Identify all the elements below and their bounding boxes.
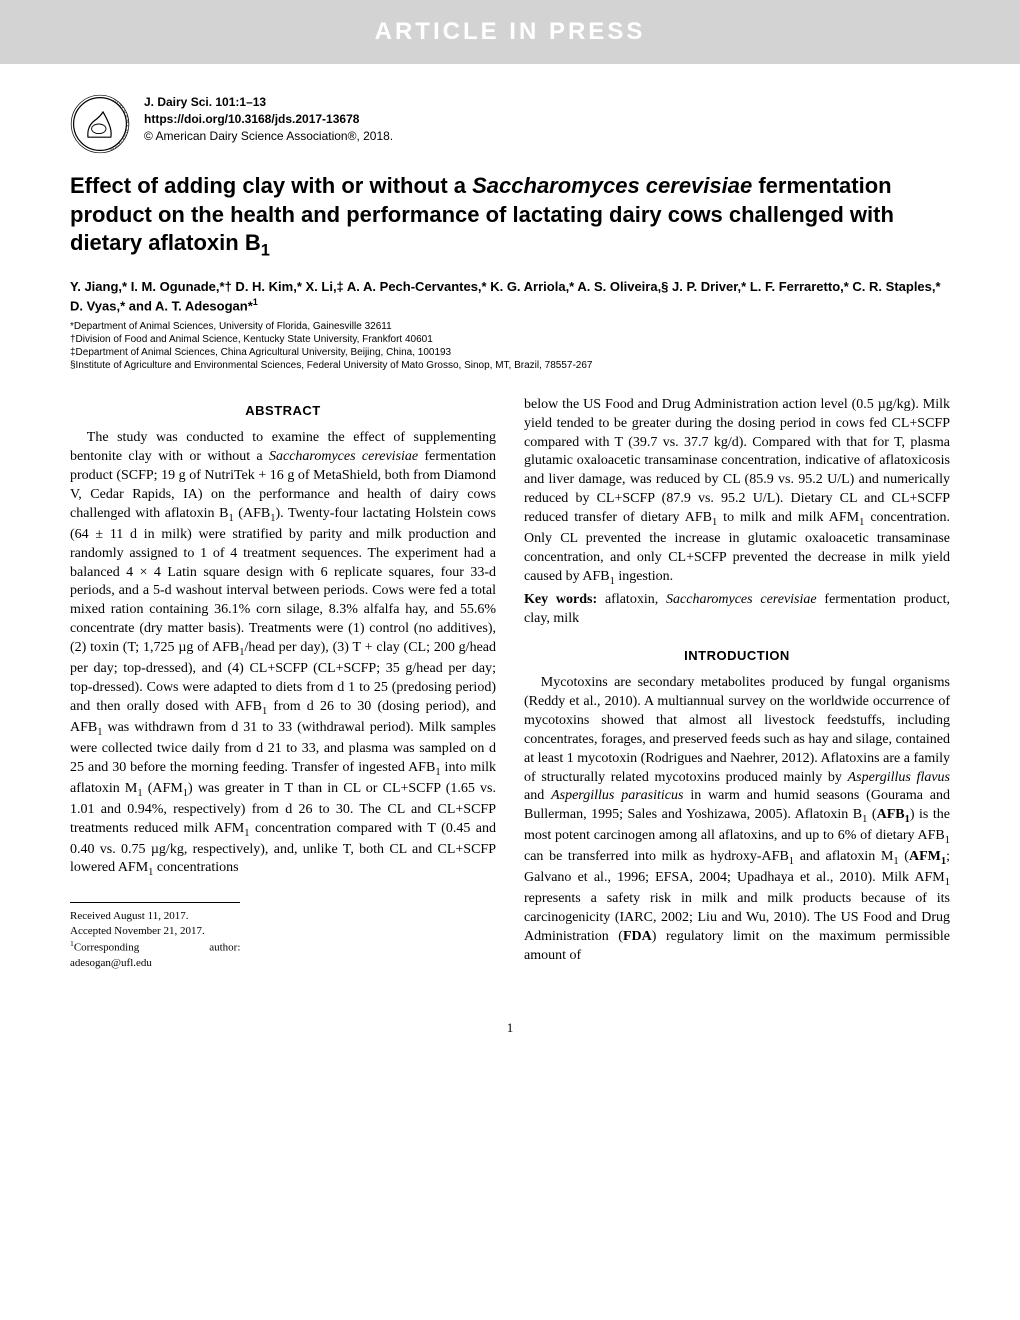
introduction-text: Mycotoxins are secondary metabolites pro… xyxy=(524,674,950,966)
affiliations-block: *Department of Animal Sciences, Universi… xyxy=(70,320,950,372)
article-in-press-banner: ARTICLE IN PRESS xyxy=(0,0,1020,64)
author-list: Y. Jiang,* I. M. Ogunade,*† D. H. Kim,* … xyxy=(70,278,950,316)
accepted-date: Accepted November 21, 2017. xyxy=(70,924,240,939)
affiliation-line: †Division of Food and Animal Science, Ke… xyxy=(70,333,950,346)
footnotes-block: Received August 11, 2017. Accepted Novem… xyxy=(70,902,240,970)
keywords-label: Key words: xyxy=(524,592,597,607)
copyright-text: © American Dairy Science Association®, 2… xyxy=(144,128,393,145)
introduction-heading: INTRODUCTION xyxy=(524,647,950,665)
left-column: ABSTRACT The study was conducted to exam… xyxy=(70,396,496,971)
doi-link[interactable]: https://doi.org/10.3168/jds.2017-13678 xyxy=(144,111,393,128)
abstract-cont-paragraph: below the US Food and Drug Administratio… xyxy=(524,396,950,589)
svg-text:DAIRY SCIENCE ASSOCIATION: DAIRY SCIENCE ASSOCIATION xyxy=(109,97,130,152)
keywords-line: Key words: aflatoxin, Saccharomyces cere… xyxy=(524,591,950,629)
article-title: Effect of adding clay with or without a … xyxy=(70,172,950,262)
abstract-continuation: below the US Food and Drug Administratio… xyxy=(524,396,950,589)
right-column: below the US Food and Drug Administratio… xyxy=(524,396,950,971)
header-block: DAIRY SCIENCE ASSOCIATION J. Dairy Sci. … xyxy=(70,94,950,154)
abstract-paragraph: The study was conducted to examine the e… xyxy=(70,429,496,880)
abstract-heading: ABSTRACT xyxy=(70,402,496,420)
article-meta: J. Dairy Sci. 101:1–13 https://doi.org/1… xyxy=(144,94,393,144)
abstract-text: The study was conducted to examine the e… xyxy=(70,429,496,880)
page-content: DAIRY SCIENCE ASSOCIATION J. Dairy Sci. … xyxy=(0,64,1020,1076)
two-column-body: ABSTRACT The study was conducted to exam… xyxy=(70,396,950,971)
affiliation-line: §Institute of Agriculture and Environmen… xyxy=(70,359,950,372)
affiliation-line: ‡Department of Animal Sciences, China Ag… xyxy=(70,346,950,359)
dairy-science-logo-icon: DAIRY SCIENCE ASSOCIATION xyxy=(70,94,130,154)
journal-citation: J. Dairy Sci. 101:1–13 xyxy=(144,94,393,111)
intro-paragraph: Mycotoxins are secondary metabolites pro… xyxy=(524,674,950,966)
corresponding-author: 1Corresponding author: adesogan@ufl.edu xyxy=(70,939,240,970)
received-date: Received August 11, 2017. xyxy=(70,909,240,924)
affiliation-line: *Department of Animal Sciences, Universi… xyxy=(70,320,950,333)
banner-text: ARTICLE IN PRESS xyxy=(375,18,646,45)
page-number: 1 xyxy=(70,1020,950,1036)
